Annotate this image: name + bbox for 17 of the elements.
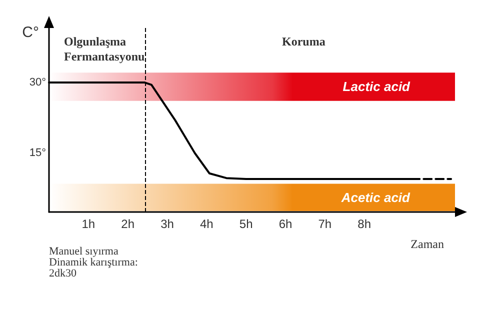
band-label: Lactic acid [342, 79, 412, 94]
annotation: Koruma [282, 34, 326, 48]
y-axis-title: C° [22, 24, 39, 41]
x-tick-label: 5h [239, 217, 253, 231]
x-tick-label: 1h [82, 217, 96, 231]
y-tick-label: 15° [29, 147, 46, 160]
x-tick-label: 6h [278, 217, 292, 231]
band-label: Acetic acid [340, 190, 412, 205]
x-tick-label: 8h [358, 217, 372, 231]
x-tick-label: 3h [160, 217, 174, 231]
annotation: Olgunlaşma Fermantasyonu [64, 34, 145, 64]
text: Manuel sıyırma Dinamik karıştırma: 2dk30 [49, 246, 138, 280]
x-tick-label: 4h [200, 217, 214, 231]
x-axis-title: Zaman [410, 237, 444, 251]
x-tick-label: 7h [318, 217, 332, 231]
y-tick-label: 30° [29, 76, 46, 89]
x-tick-label: 2h [121, 217, 135, 231]
